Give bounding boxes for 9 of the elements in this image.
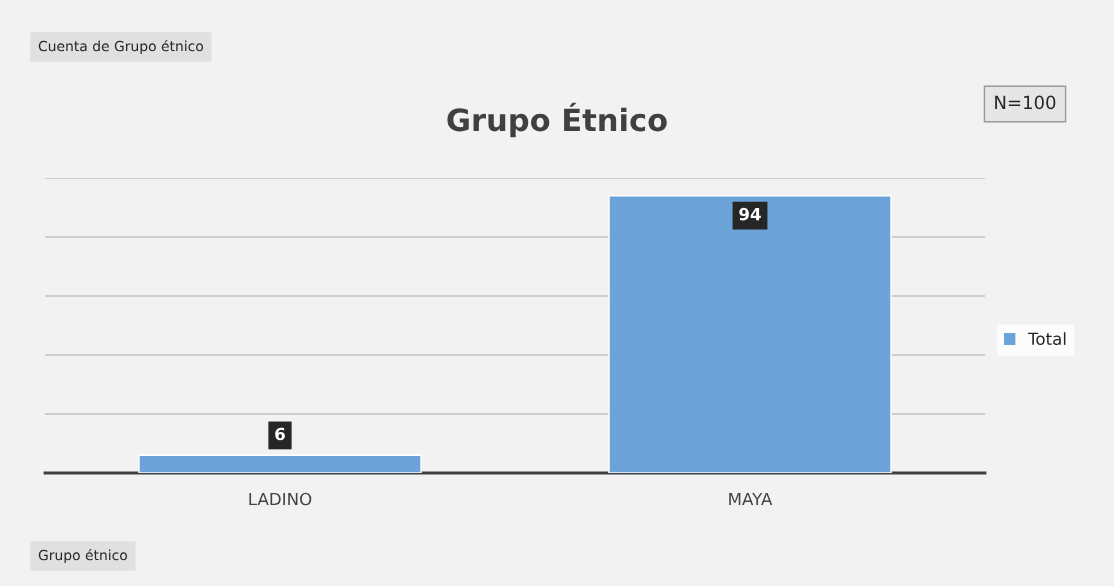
legend-label: Total (1027, 332, 1066, 346)
text: Grupo étnico (38, 549, 128, 563)
chart-title: Grupo Étnico (447, 102, 667, 138)
text: N=100 (995, 95, 1056, 110)
x-tick-label: LADINO (249, 492, 312, 506)
data-label: 94 (739, 207, 761, 221)
text: Cuenta de Grupo étnico (38, 40, 204, 54)
data-label: 6 (275, 427, 285, 441)
x-tick-label: MAYA (729, 492, 773, 506)
